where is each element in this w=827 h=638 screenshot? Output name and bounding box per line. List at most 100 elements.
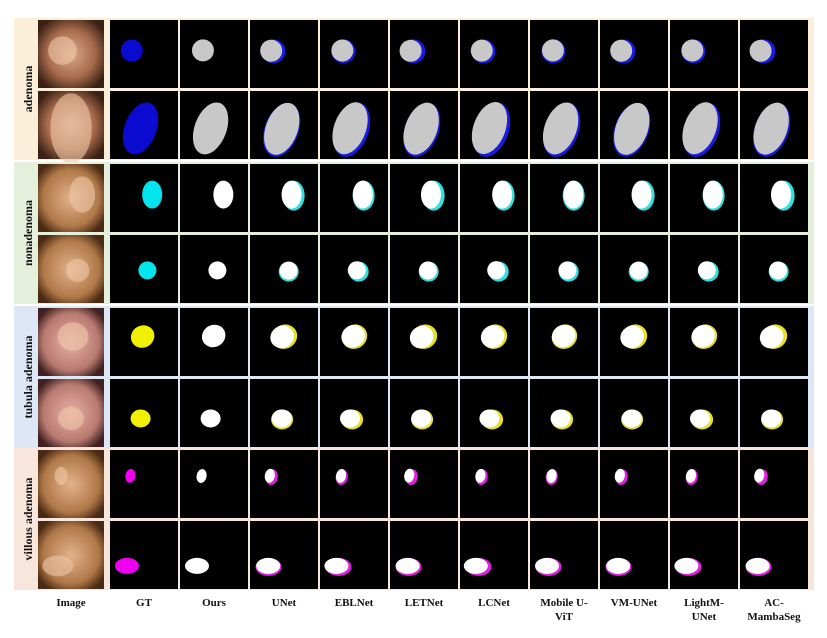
- mask-region: [264, 102, 300, 155]
- mask-region: [621, 409, 642, 428]
- mask-region: [335, 468, 347, 483]
- column-label: LightM-UNet: [684, 597, 724, 623]
- mask-region: [341, 325, 365, 348]
- mask-region: [558, 261, 577, 280]
- mask-cell: [530, 521, 598, 589]
- mask-region: [324, 557, 349, 574]
- mask-region: [471, 102, 508, 154]
- mask-region: [264, 468, 275, 483]
- mask-region: [270, 325, 294, 349]
- mask-cell: [180, 521, 248, 589]
- mask-region: [403, 102, 439, 155]
- polyp: [57, 322, 89, 351]
- mask-region: [492, 180, 513, 209]
- polyp: [58, 406, 84, 431]
- mask-region: [753, 102, 789, 155]
- mask-cell: [600, 450, 668, 518]
- mask-region: [475, 468, 486, 483]
- mask-region: [208, 261, 227, 280]
- mask-cell: [740, 450, 808, 518]
- mask-cell: [180, 20, 248, 88]
- mask-cell: [460, 450, 528, 518]
- row-group-label: villous adenoma: [21, 477, 35, 560]
- endoscopy-image: [38, 450, 104, 518]
- mask-region: [759, 325, 784, 349]
- mask-region: [340, 409, 360, 428]
- mask-region: [409, 325, 434, 349]
- mask-cell: [250, 521, 318, 589]
- mask-cell: [390, 450, 458, 518]
- mask-region: [331, 39, 354, 62]
- polyp: [65, 258, 90, 283]
- mask-region: [487, 261, 506, 280]
- mask-region: [142, 180, 163, 209]
- mask-region: [631, 180, 652, 209]
- mask-cell: [670, 521, 738, 589]
- mask-region: [745, 557, 770, 574]
- mask-region: [614, 102, 650, 155]
- polyp: [42, 555, 74, 577]
- column-label: Image: [56, 597, 86, 609]
- endoscopy-image: [38, 521, 104, 589]
- mask-region: [674, 557, 699, 574]
- mask-region: [399, 39, 422, 62]
- mask-region: [196, 469, 207, 483]
- mask-region: [614, 468, 625, 483]
- mask-region: [535, 557, 559, 574]
- mask-region: [271, 409, 292, 428]
- column-label: GT: [136, 597, 152, 609]
- mask-region: [281, 180, 302, 209]
- mask-region: [200, 409, 221, 428]
- mask-region: [332, 102, 368, 155]
- mask-region: [404, 468, 415, 483]
- mask-cell: [530, 450, 598, 518]
- mask-region: [754, 468, 765, 483]
- mask-cell: [250, 450, 318, 518]
- mask-region: [420, 180, 441, 209]
- mask-region: [702, 180, 723, 209]
- column-label: LCNet: [478, 597, 510, 609]
- mask-region: [541, 39, 564, 62]
- mask-region: [480, 325, 505, 348]
- mask-region: [629, 261, 648, 280]
- mask-region: [185, 557, 209, 574]
- mask-region: [463, 557, 488, 574]
- mask-region: [191, 39, 214, 62]
- mask-region: [260, 39, 283, 62]
- mask-region: [352, 180, 373, 209]
- mask-cell: [110, 450, 178, 518]
- column-label: UNet: [271, 597, 297, 609]
- mask-cell: [320, 450, 388, 518]
- mask-region: [256, 557, 281, 574]
- mask-region: [761, 409, 782, 428]
- polyp: [54, 466, 68, 485]
- mask-region: [130, 325, 155, 348]
- column-label: VM-UNet: [610, 597, 658, 609]
- mask-region: [470, 39, 493, 62]
- mask-cell: [390, 521, 458, 589]
- mask-region: [697, 261, 716, 280]
- mask-cell: [670, 450, 738, 518]
- mask-region: [122, 102, 159, 155]
- polyp: [50, 93, 92, 164]
- mask-region: [620, 325, 644, 349]
- mask-cell: [460, 521, 528, 589]
- row-group-label: tubula adenoma: [21, 335, 35, 418]
- mask-region: [279, 261, 298, 280]
- mask-region: [120, 39, 143, 62]
- mask-cell: [320, 521, 388, 589]
- mask-region: [542, 102, 579, 155]
- column-label: EBLNet: [334, 597, 374, 609]
- mask-cell: [110, 20, 178, 88]
- row-group-label: nonadenoma: [21, 200, 35, 266]
- mask-region: [479, 409, 500, 428]
- mask-cell: [740, 521, 808, 589]
- polyp: [48, 36, 77, 65]
- mask-region: [768, 261, 787, 280]
- mask-region: [130, 409, 151, 428]
- column-label: Ours: [202, 597, 226, 609]
- mask-region: [546, 469, 557, 483]
- mask-region: [418, 261, 437, 280]
